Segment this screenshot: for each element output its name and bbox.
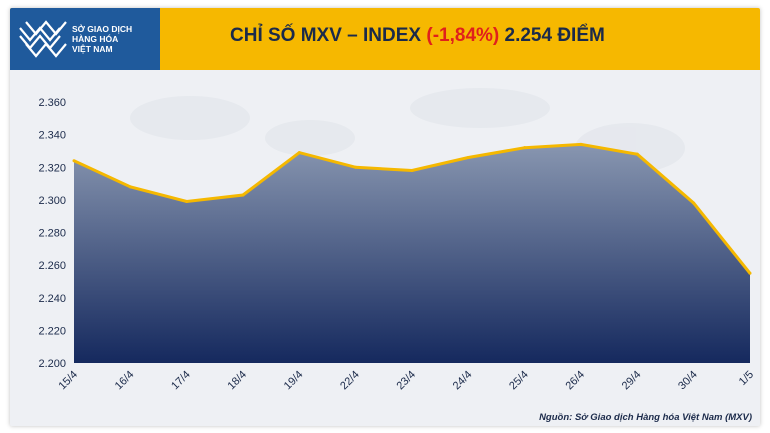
y-tick-label: 2.220 xyxy=(38,325,66,337)
data-point xyxy=(466,155,470,159)
data-point xyxy=(635,152,639,156)
area-chart: 2.200 2.220 2.240 2.260 2.280 2.300 2.320 2.340… xyxy=(38,88,756,393)
y-tick-label: 2.340 xyxy=(38,130,66,142)
data-point xyxy=(297,151,301,155)
y-tick-label: 2.280 xyxy=(38,228,66,240)
watermark-shape xyxy=(410,88,550,128)
mxv-logo-text: SỞ GIAO DỊCH HÀNG HÓA VIỆT NAM xyxy=(72,24,132,54)
data-point xyxy=(579,142,583,146)
data-point xyxy=(241,193,245,197)
title-suffix: 2.254 ĐIỂM xyxy=(499,25,605,46)
y-tick-label: 2.360 xyxy=(38,97,66,109)
x-tick-label: 25/4 xyxy=(507,369,531,393)
data-point xyxy=(748,271,752,275)
logo-line-3: VIỆT NAM xyxy=(72,44,113,54)
x-tick-label: 17/4 xyxy=(169,369,193,393)
x-axis: 15/4 16/4 17/4 18/4 19/4 22/4 23/4 24/4 25/4 26/4… xyxy=(56,369,756,393)
title-prefix: CHỈ SỐ MXV – INDEX xyxy=(230,25,427,46)
watermark-shape xyxy=(265,120,355,156)
data-point xyxy=(128,185,132,189)
logo-line-2: HÀNG HÓA xyxy=(72,34,119,44)
y-tick-label: 2.240 xyxy=(38,293,66,305)
y-axis: 2.200 2.220 2.240 2.260 2.280 2.300 2.320 2.340… xyxy=(38,97,66,370)
y-tick-label: 2.300 xyxy=(38,195,66,207)
y-tick-label: 2.320 xyxy=(38,162,66,174)
chart-frame: SỞ GIAO DỊCH HÀNG HÓA VIỆT NAM CHỈ SỐ MX… xyxy=(10,8,760,426)
logo-line-1: SỞ GIAO DỊCH xyxy=(72,24,133,34)
data-point xyxy=(523,146,527,150)
chart-title: CHỈ SỐ MXV – INDEX (-1,84%) 2.254 ĐIỂM xyxy=(230,25,605,47)
x-tick-label: 19/4 xyxy=(282,369,306,393)
world-map-watermark xyxy=(130,88,685,173)
data-point xyxy=(692,201,696,205)
mxv-logo: SỞ GIAO DỊCH HÀNG HÓA VIỆT NAM xyxy=(10,8,160,70)
x-tick-label: 1/5 xyxy=(737,369,756,388)
x-tick-label: 23/4 xyxy=(394,369,418,393)
x-tick-label: 18/4 xyxy=(225,369,249,393)
x-tick-label: 26/4 xyxy=(563,369,587,393)
y-tick-label: 2.260 xyxy=(38,260,66,272)
area-fill xyxy=(74,144,750,363)
watermark-shape xyxy=(130,96,250,140)
data-point xyxy=(185,200,189,204)
title-change: (-1,84%) xyxy=(426,25,500,46)
y-tick-label: 2.200 xyxy=(38,358,66,370)
x-tick-label: 29/4 xyxy=(620,369,644,393)
x-tick-label: 15/4 xyxy=(56,369,80,393)
x-tick-label: 22/4 xyxy=(338,369,362,393)
data-point xyxy=(410,169,414,173)
data-point xyxy=(354,165,358,169)
x-tick-label: 16/4 xyxy=(113,369,137,393)
source-note: Nguồn: Sở Giao dịch Hàng hóa Việt Nam (M… xyxy=(539,412,752,423)
chart-header: SỞ GIAO DỊCH HÀNG HÓA VIỆT NAM CHỈ SỐ MX… xyxy=(10,8,760,70)
mxv-logo-icon xyxy=(19,20,67,58)
x-tick-label: 24/4 xyxy=(451,369,475,393)
x-tick-label: 30/4 xyxy=(676,369,700,393)
data-point xyxy=(72,159,76,163)
